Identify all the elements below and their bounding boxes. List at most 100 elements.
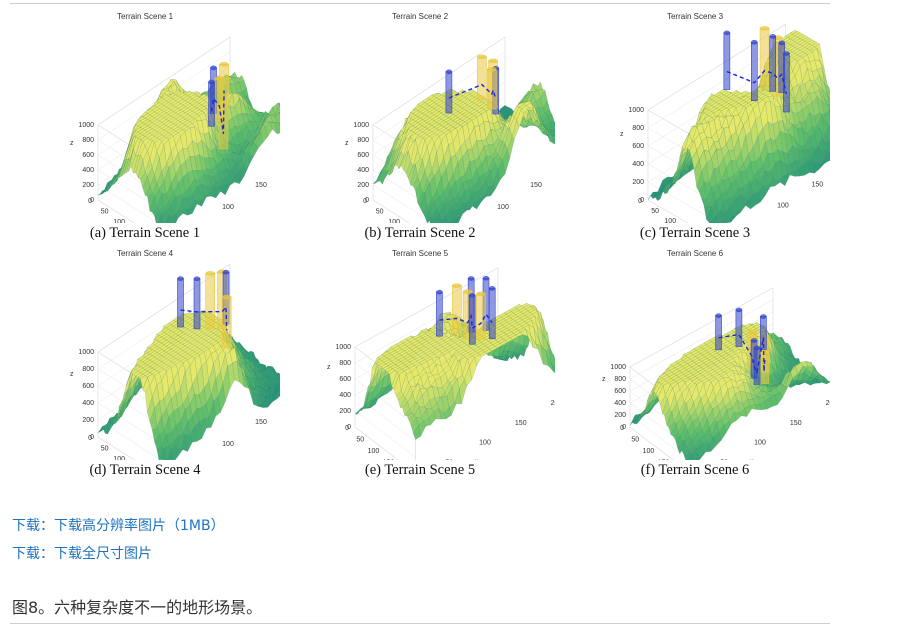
panel-terrain-scene-5: 10008006004002000z050100150200x050100150… — [285, 245, 555, 480]
threat-cylinder-top — [759, 26, 770, 31]
flight-path — [718, 333, 766, 375]
terrain-surface — [97, 71, 280, 223]
download-high-res-link[interactable]: 下载：下载高分辨率图片（1MB） — [12, 518, 225, 534]
plot-title: Terrain Scene 1 — [116, 12, 174, 21]
flight-path — [210, 90, 225, 135]
threat-cylinder-top — [750, 338, 758, 343]
z-tick-label: 0 — [365, 197, 369, 204]
axis-labels: 10008006004002000z050100150200x050100150… — [327, 344, 555, 460]
threat-cylinder-top — [469, 293, 476, 298]
y-tick-label: 150 — [515, 420, 527, 427]
panel-caption: (d) Terrain Scene 4 — [89, 462, 201, 478]
y-tick-label: 150 — [811, 181, 823, 188]
z-tick-label: 0 — [622, 424, 626, 431]
plot-title: Terrain Scene 3 — [666, 12, 724, 21]
z-tick-label: 0 — [90, 434, 94, 441]
threat-cylinder — [208, 81, 215, 127]
x-tick-label: 0 — [345, 425, 349, 432]
threat-cylinders — [445, 54, 500, 115]
y-tick-label: 100 — [497, 204, 509, 211]
threat-cylinder-top — [193, 276, 201, 281]
y-tick-label: 200 — [826, 400, 830, 407]
y-tick-label: 100 — [777, 203, 789, 210]
plot-title: Terrain Scene 5 — [391, 249, 449, 258]
z-tick-label: 600 — [357, 152, 369, 159]
threat-cylinders — [436, 275, 496, 345]
z-tick-label: 800 — [357, 137, 369, 144]
y-tick-label: 150 — [255, 182, 267, 189]
threat-cylinder-top — [751, 39, 758, 45]
z-tick-label: 200 — [357, 182, 369, 189]
x-tick-label: 100 — [388, 219, 400, 223]
threat-cylinders — [715, 307, 770, 385]
z-tick-label: 1000 — [335, 344, 351, 351]
z-tick-label: 1000 — [628, 107, 644, 114]
y-tick-label: 150 — [790, 420, 802, 427]
z-tick-label: 600 — [614, 388, 626, 395]
panel-terrain-scene-1: 10008006004002000z050100150200x050100150… — [10, 8, 280, 243]
z-tick-label: 1000 — [78, 122, 94, 129]
panel-caption: (b) Terrain Scene 2 — [364, 225, 476, 241]
z-tick-label: 600 — [339, 376, 351, 383]
threat-cylinder-top — [208, 79, 215, 85]
threat-cylinder-top — [467, 276, 475, 281]
terrain-plot: 10008006004002000z050100150200x050100150… — [620, 23, 830, 223]
plot-title: Terrain Scene 4 — [116, 249, 174, 258]
threat-cylinder-top — [747, 329, 757, 335]
threat-cylinder-top — [177, 276, 184, 281]
threat-cylinder — [445, 71, 453, 114]
z-tick-label: 400 — [357, 167, 369, 174]
y-tick-label: 100 — [754, 440, 766, 447]
threat-cylinder — [715, 315, 722, 351]
terrain-plot: 10008006004002000z050100150200x050100150… — [70, 36, 280, 223]
x-tick-label: 50 — [101, 445, 109, 452]
threat-cylinder-top — [452, 283, 462, 288]
download-full-size-link[interactable]: 下载：下载全尺寸图片 — [12, 546, 152, 562]
plot-title: Terrain Scene 6 — [666, 249, 724, 258]
y-tick-label: 150 — [530, 182, 542, 189]
threat-cylinder — [468, 295, 476, 345]
threat-cylinder — [723, 32, 731, 90]
threat-cylinder-top — [221, 294, 232, 300]
z-tick-label: 200 — [82, 417, 94, 424]
flight-path — [439, 312, 493, 330]
figure-8-grid: 10008006004002000z050100150200x050100150… — [10, 8, 830, 488]
x-tick-label: 50 — [651, 208, 659, 215]
z-tick-label: 800 — [82, 366, 94, 373]
y-axis-label: y — [750, 459, 754, 460]
z-tick-label: 400 — [82, 167, 94, 174]
z-tick-label: 400 — [82, 400, 94, 407]
flight-path — [448, 83, 497, 100]
terrain-plot: 10008006004002000z050100150200x050100150… — [345, 36, 555, 223]
threat-cylinder — [759, 28, 770, 90]
figure-caption: 图8。六种复杂度不一的地形场景。 — [12, 598, 263, 617]
threat-cylinder-top — [445, 69, 453, 75]
z-tick-label: 600 — [82, 152, 94, 159]
terrain-plot: 10008006004002000z050100150200x050100150… — [327, 267, 555, 460]
x-tick-label: 0 — [638, 198, 642, 205]
z-tick-label: 800 — [82, 137, 94, 144]
panel-caption: (a) Terrain Scene 1 — [89, 225, 201, 241]
z-axis-label: z — [345, 140, 349, 147]
z-tick-label: 400 — [632, 161, 644, 168]
z-tick-label: 0 — [347, 424, 351, 431]
x-tick-label: 50 — [376, 208, 384, 215]
z-axis-label: z — [602, 376, 606, 383]
x-tick-label: 100 — [643, 448, 655, 455]
threat-cylinders — [723, 26, 790, 113]
y-axis-label: y — [475, 459, 479, 460]
z-tick-label: 800 — [339, 360, 351, 367]
axis-labels: 10008006004002000z050100150200x050100150… — [70, 122, 267, 223]
panel-terrain-scene-4: 10008006004002000z050100150200x050100150… — [10, 245, 280, 480]
z-tick-label: 800 — [614, 376, 626, 383]
threat-cylinder-top — [783, 51, 790, 56]
threat-cylinder — [205, 273, 215, 329]
threat-cylinder — [753, 347, 761, 385]
terrain-surface — [629, 322, 830, 460]
z-axis-label: z — [620, 131, 624, 138]
z-tick-label: 200 — [82, 182, 94, 189]
z-tick-label: 200 — [339, 408, 351, 415]
z-tick-label: 0 — [90, 197, 94, 204]
z-axis-label: z — [70, 140, 74, 147]
terrain-surface — [372, 81, 555, 223]
